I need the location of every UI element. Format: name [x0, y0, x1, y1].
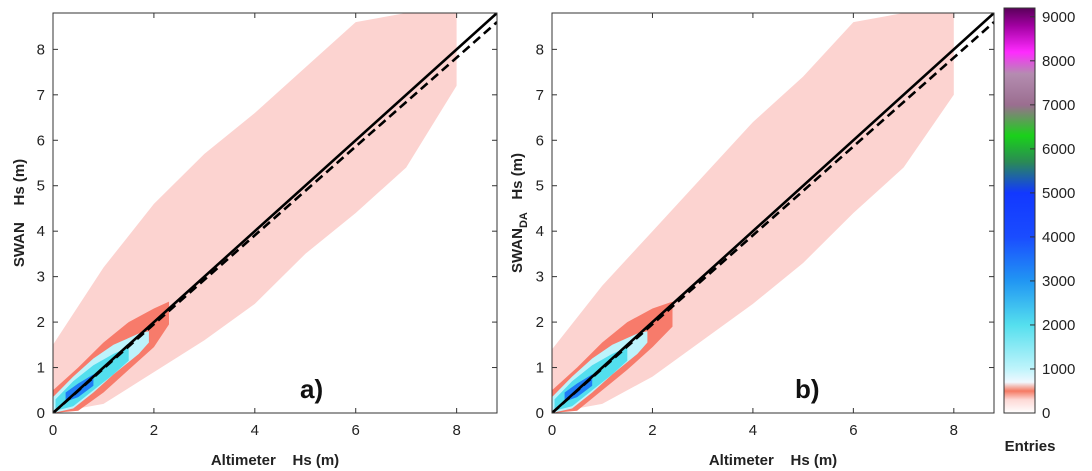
x-tick-label: 6 — [849, 422, 857, 439]
y-tick-label: 6 — [37, 132, 45, 149]
y-axis-label-b-suffix: Hs (m) — [509, 153, 526, 212]
colorbar-gradient — [1003, 7, 1036, 414]
chart-panel-b: 0 2 4 6 8 0 1 2 3 4 5 6 7 8 b) Altimeter Hs (m) SWAN… — [509, 12, 995, 469]
colorbar-tick-label: 9000 — [1042, 9, 1075, 26]
y-axis-label-b-main: SWAN — [509, 228, 526, 273]
colorbar-title: Entries — [1005, 438, 1056, 455]
panel-label-a: a) — [300, 374, 323, 404]
panel-label-b: b) — [795, 374, 820, 404]
y-tick-label: 1 — [37, 360, 45, 377]
y-ticks-a: 0 1 2 3 4 5 6 7 8 — [37, 41, 497, 422]
y-tick-label: 8 — [536, 41, 544, 58]
heatmap-b — [552, 13, 954, 413]
x-tick-label: 8 — [452, 422, 460, 439]
y-tick-label: 3 — [536, 269, 544, 286]
chart-panel-a: 0 2 4 6 8 0 1 2 3 4 5 6 7 8 a) Altimeter Hs (m) SWAN… — [11, 12, 498, 469]
x-tick-label: 2 — [648, 422, 656, 439]
colorbar-tick-label: 6000 — [1042, 141, 1075, 158]
y-tick-label: 7 — [37, 87, 45, 104]
colorbar-tick-label: 3000 — [1042, 273, 1075, 290]
y-tick-label: 0 — [536, 405, 544, 422]
y-axis-label-b-subscript: DA — [518, 212, 530, 228]
y-tick-label: 6 — [536, 132, 544, 149]
y-tick-label: 2 — [536, 314, 544, 331]
x-tick-label: 0 — [49, 422, 57, 439]
y-tick-label: 7 — [536, 87, 544, 104]
y-tick-label: 0 — [37, 405, 45, 422]
y-tick-label: 5 — [37, 178, 45, 195]
x-tick-label: 0 — [548, 422, 556, 439]
y-tick-label: 8 — [37, 41, 45, 58]
x-tick-label: 4 — [251, 422, 259, 439]
colorbar-tick-label: 7000 — [1042, 97, 1075, 114]
colorbar-tick-label: 8000 — [1042, 53, 1075, 70]
x-tick-label: 4 — [749, 422, 757, 439]
colorbar: 0 1000 2000 3000 4000 5000 6000 7000 8000 9000 En… — [1003, 7, 1075, 455]
colorbar-ticks: 0 1000 2000 3000 4000 5000 6000 7000 8000 9000 — [1030, 9, 1075, 422]
plot-frame-b — [551, 12, 995, 414]
x-tick-label: 8 — [950, 422, 958, 439]
reference-lines-a — [53, 13, 497, 413]
x-axis-label-b: Altimeter Hs (m) — [709, 452, 837, 469]
y-tick-label: 4 — [536, 223, 544, 240]
y-tick-label: 4 — [37, 223, 45, 240]
heatmap-a — [53, 13, 457, 413]
y-tick-label: 3 — [37, 269, 45, 286]
colorbar-tick-label: 4000 — [1042, 229, 1075, 246]
y-ticks-b: 0 1 2 3 4 5 6 7 8 — [536, 41, 994, 422]
y-tick-label: 2 — [37, 314, 45, 331]
x-tick-label: 6 — [352, 422, 360, 439]
x-tick-label: 2 — [150, 422, 158, 439]
x-ticks-a: 0 2 4 6 8 — [49, 13, 461, 439]
y-axis-label-a: SWAN Hs (m) — [11, 159, 28, 267]
y-tick-label: 1 — [536, 360, 544, 377]
regression-line-1 — [552, 21, 994, 413]
colorbar-tick-label: 5000 — [1042, 185, 1075, 202]
reference-lines-b — [552, 13, 994, 413]
regression-line-0 — [53, 21, 497, 413]
plot-frame-a — [52, 12, 498, 414]
colorbar-tick-label: 2000 — [1042, 317, 1075, 334]
x-axis-label-a: Altimeter Hs (m) — [211, 452, 339, 469]
y-axis-label-b: SWANDA Hs (m) — [509, 153, 530, 273]
colorbar-tick-label: 1000 — [1042, 361, 1075, 378]
y-tick-label: 5 — [536, 178, 544, 195]
x-ticks-b: 0 2 4 6 8 — [548, 13, 958, 439]
colorbar-tick-label: 0 — [1042, 405, 1050, 422]
